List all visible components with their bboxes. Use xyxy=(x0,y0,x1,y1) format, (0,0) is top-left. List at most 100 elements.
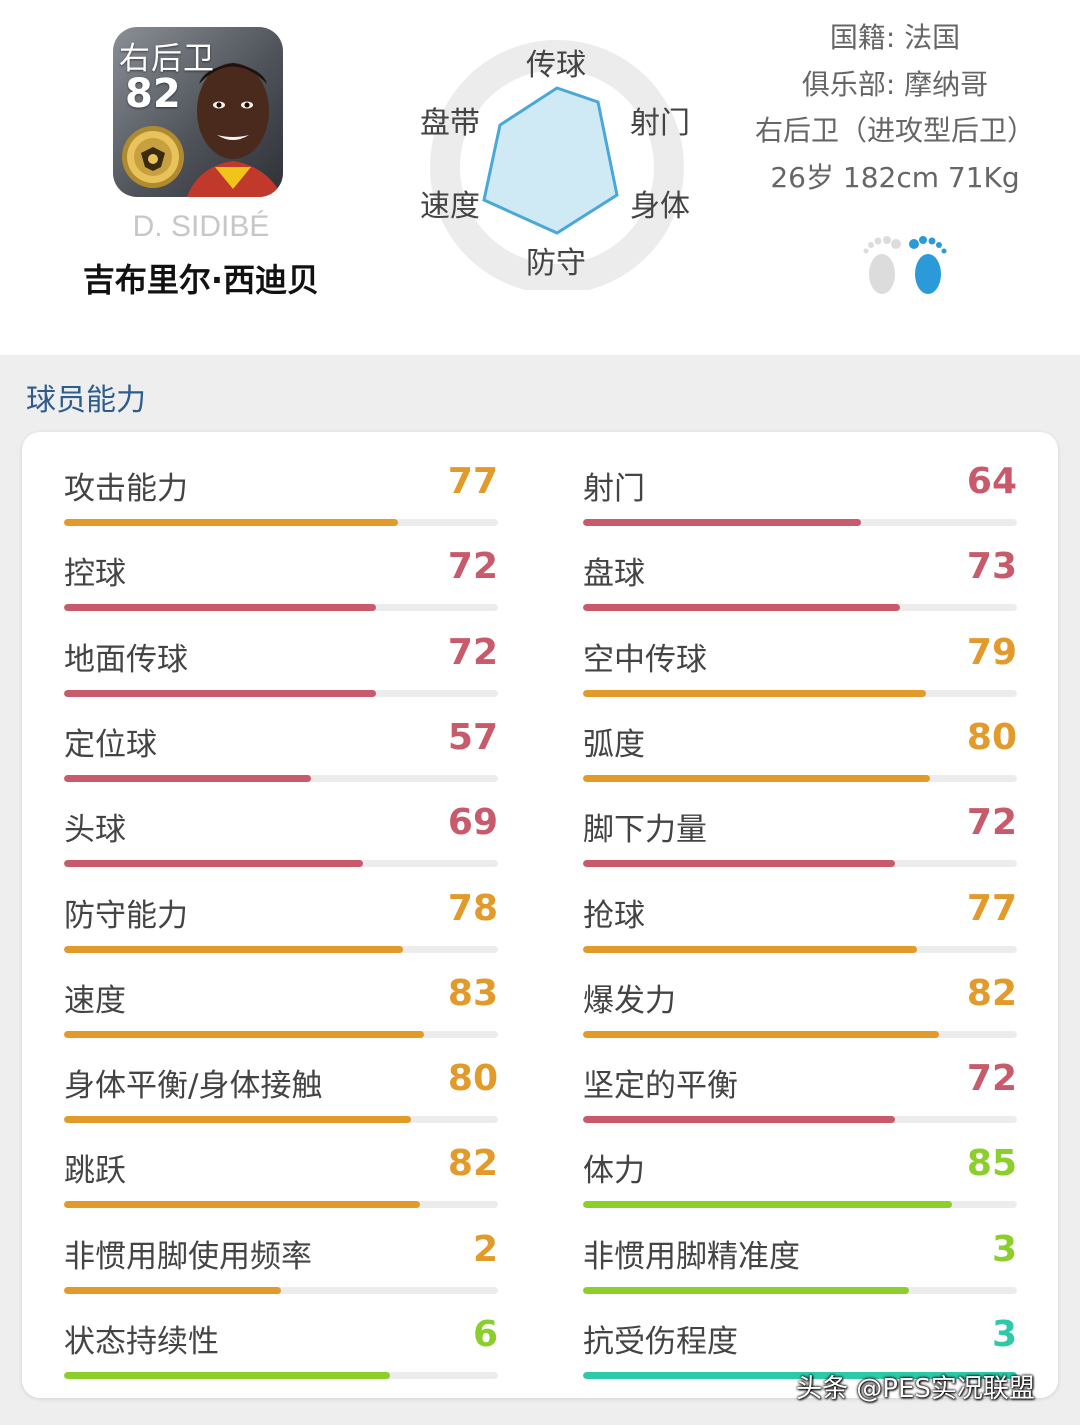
stat-bar-track xyxy=(583,519,1017,526)
stat-label: 盘球 xyxy=(583,556,645,593)
stat-value: 82 xyxy=(966,972,1017,1014)
stat-bar-fill xyxy=(583,1372,1017,1379)
watermark: 头条 @PES实况联盟 xyxy=(796,1374,1035,1404)
stat-bar-fill xyxy=(583,1116,896,1124)
stat-row-right: 抗受伤程度 3 xyxy=(583,1300,1017,1385)
stat-row-left: 地面传球 72 xyxy=(64,618,498,703)
stat-bar-fill xyxy=(64,1030,425,1038)
stat-value: 2 xyxy=(472,1228,498,1270)
stat-row-right: 坚定的平衡 72 xyxy=(583,1044,1017,1129)
right-foot-icon xyxy=(909,236,947,294)
stat-bar-fill xyxy=(583,1286,909,1294)
stat-value: 72 xyxy=(447,546,498,588)
stat-row-left: 状态持续性 6 xyxy=(64,1300,498,1385)
stat-row-left: 控球 72 xyxy=(64,532,498,617)
info-club: 俱乐部: 摩纳哥 xyxy=(801,68,989,101)
stat-row-left: 防守能力 78 xyxy=(64,874,498,959)
stat-value: 83 xyxy=(447,972,498,1014)
stat-row-right: 弧度 80 xyxy=(583,703,1017,788)
radar-label-speed: 速度 xyxy=(420,189,480,224)
stat-value: 82 xyxy=(447,1143,498,1185)
stat-bar-track xyxy=(583,1372,1017,1379)
stat-bar-fill xyxy=(64,1201,420,1209)
player-name-en: D. SIDIBÉ xyxy=(132,210,270,243)
stat-bar-track xyxy=(583,1030,1017,1038)
stat-bar-track xyxy=(583,1116,1017,1124)
stat-bar-fill xyxy=(583,689,926,697)
stat-bar-track xyxy=(64,1372,498,1379)
stat-value: 3 xyxy=(991,1314,1017,1355)
stat-label: 地面传球 xyxy=(64,641,188,678)
card-position: 右后卫 xyxy=(119,41,215,77)
stat-value: 72 xyxy=(966,1058,1017,1100)
info-physical: 26岁 182cm 71Kg xyxy=(770,161,1020,194)
stat-label: 弧度 xyxy=(583,726,645,763)
stat-bar-track xyxy=(583,1286,1017,1294)
gold-badge-icon xyxy=(122,126,184,188)
player-name-cn: 吉布里尔·西迪贝 xyxy=(82,261,320,299)
left-foot-icon xyxy=(863,236,901,294)
stat-value: 79 xyxy=(966,631,1017,673)
stat-label: 定位球 xyxy=(64,726,157,763)
stat-label: 状态持续性 xyxy=(64,1324,219,1360)
player-card[interactable]: 右后卫 82 xyxy=(113,27,283,197)
player-header: 右后卫 82 D. SIDIBÉ 吉布里尔·西迪贝 传球 射门 身体 防守 速度… xyxy=(0,0,1080,355)
stat-bar-track xyxy=(64,1116,498,1124)
stat-row-right: 抢球 77 xyxy=(583,874,1017,959)
stat-label: 抗受伤程度 xyxy=(583,1324,738,1360)
stat-bar-fill xyxy=(583,519,861,526)
stat-label: 速度 xyxy=(64,982,126,1019)
stat-label: 头球 xyxy=(64,812,126,849)
stat-label: 抢球 xyxy=(583,897,645,934)
stat-bar-fill xyxy=(583,1201,952,1209)
stat-bar-track xyxy=(583,604,1017,612)
stat-value: 73 xyxy=(966,546,1017,588)
radar-label-body: 身体 xyxy=(630,189,690,224)
stat-value: 69 xyxy=(447,802,498,844)
player-photo xyxy=(186,63,283,197)
stat-row-right: 盘球 73 xyxy=(583,532,1017,617)
stat-value: 85 xyxy=(966,1143,1017,1185)
stat-bar-fill xyxy=(583,774,931,782)
stat-bar-fill xyxy=(64,774,312,782)
info-nationality: 国籍: 法国 xyxy=(829,21,961,54)
stat-label: 非惯用脚使用频率 xyxy=(64,1238,312,1275)
preferred-foot-icon xyxy=(863,236,947,294)
stat-bar-fill xyxy=(64,519,399,526)
stat-bar-fill xyxy=(64,860,364,868)
stat-bar-fill xyxy=(64,945,403,953)
stat-bar-track xyxy=(64,689,498,697)
stat-value: 77 xyxy=(447,461,498,502)
stat-row-right: 非惯用脚精准度 3 xyxy=(583,1215,1017,1300)
stat-bar-fill xyxy=(64,1286,281,1294)
radar-label-defend: 防守 xyxy=(526,246,586,281)
stat-bar-track xyxy=(64,945,498,953)
stat-value: 3 xyxy=(991,1228,1017,1270)
stat-bar-fill xyxy=(583,1030,939,1038)
radar-label-shoot: 射门 xyxy=(630,106,690,141)
stat-bar-track xyxy=(64,1030,498,1038)
stat-value: 72 xyxy=(966,802,1017,844)
card-rating: 82 xyxy=(125,71,181,117)
stat-label: 身体平衡/身体接触 xyxy=(64,1068,323,1105)
stat-row-right: 体力 85 xyxy=(583,1129,1017,1214)
stat-value: 6 xyxy=(472,1314,498,1355)
stat-row-left: 速度 83 xyxy=(64,959,498,1044)
stat-value: 78 xyxy=(447,887,498,929)
stat-row-left: 头球 69 xyxy=(64,788,498,873)
stat-row-right: 脚下力量 72 xyxy=(583,788,1017,873)
stat-row-left: 攻击能力 77 xyxy=(64,447,498,532)
stat-label: 跳跃 xyxy=(64,1153,126,1190)
radar-chart xyxy=(430,40,684,290)
stat-value: 77 xyxy=(966,887,1017,929)
stat-bar-track xyxy=(583,945,1017,953)
stat-row-right: 爆发力 82 xyxy=(583,959,1017,1044)
stat-bar-track xyxy=(583,774,1017,782)
stat-row-left: 跳跃 82 xyxy=(64,1129,498,1214)
stat-bar-fill xyxy=(64,689,377,697)
stat-bar-fill xyxy=(64,1372,390,1379)
stat-label: 爆发力 xyxy=(583,982,676,1019)
stats-card: 攻击能力 77 控球 72 地面传球 72 定位球 57 头球 69 防守能力 78 速度 83 身体平衡/… xyxy=(22,432,1058,1398)
stat-label: 脚下力量 xyxy=(583,812,707,849)
stat-bar-track xyxy=(583,860,1017,868)
